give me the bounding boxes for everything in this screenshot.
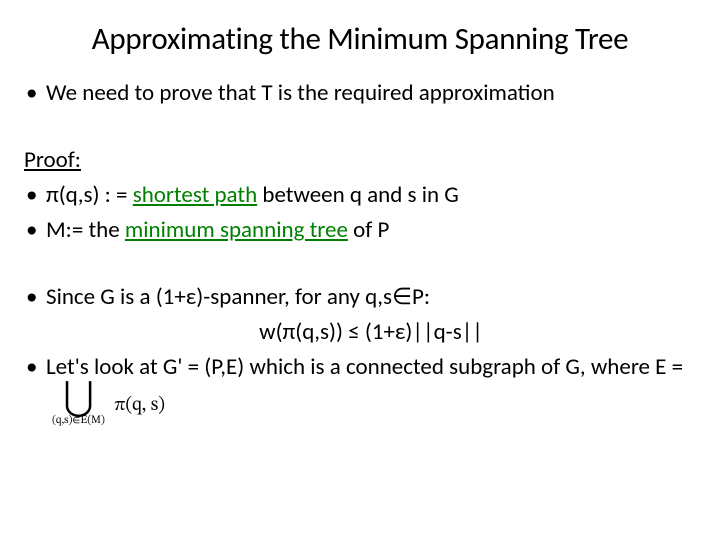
bullet-m-def: M:= the minimum spanning tree of P	[24, 215, 696, 246]
m-def-pre: M:= the	[46, 216, 125, 244]
bullet-intro: We need to prove that T is the required …	[24, 78, 696, 109]
proof-heading: Proof:	[24, 145, 696, 176]
union-rhs: π(q, s)	[114, 396, 165, 415]
union-symbol: ⋃	[52, 383, 105, 417]
gprime-text: Let's look at G' = (P,E) which is a conn…	[46, 353, 683, 381]
bullet-intro-text: We need to prove that T is the required …	[46, 79, 555, 107]
spacer-1	[24, 113, 696, 141]
spacer-2	[24, 250, 696, 278]
m-def-green: minimum spanning tree	[125, 216, 348, 244]
bullet-gprime: Let's look at G' = (P,E) which is a conn…	[24, 352, 696, 426]
pi-def-post: between q and s in G	[257, 181, 459, 209]
m-def-post: of P	[348, 216, 389, 244]
union-subscript: (q,s)∈E(M)	[52, 415, 105, 426]
pi-def-pre: π(q,s) : =	[46, 181, 133, 209]
formula-line: w(π(q,s)) ≤ (1+ε)||q-s||	[24, 317, 696, 348]
big-union: ⋃ (q,s)∈E(M)	[52, 383, 105, 426]
slide-container: Approximating the Minimum Spanning Tree …	[0, 0, 720, 540]
formula-text: w(π(q,s)) ≤ (1+ε)||q-s||	[259, 318, 483, 346]
bullet-spanner: Since G is a (1+ε)-spanner, for any q,s∈…	[24, 282, 696, 313]
slide-title: Approximating the Minimum Spanning Tree	[24, 20, 696, 58]
proof-label: Proof:	[24, 146, 81, 174]
slide-body: We need to prove that T is the required …	[24, 78, 696, 426]
pi-def-green: shortest path	[133, 181, 257, 209]
bullet-pi-def: π(q,s) : = shortest path between q and s…	[24, 180, 696, 211]
spanner-text: Since G is a (1+ε)-spanner, for any q,s∈…	[46, 283, 430, 311]
